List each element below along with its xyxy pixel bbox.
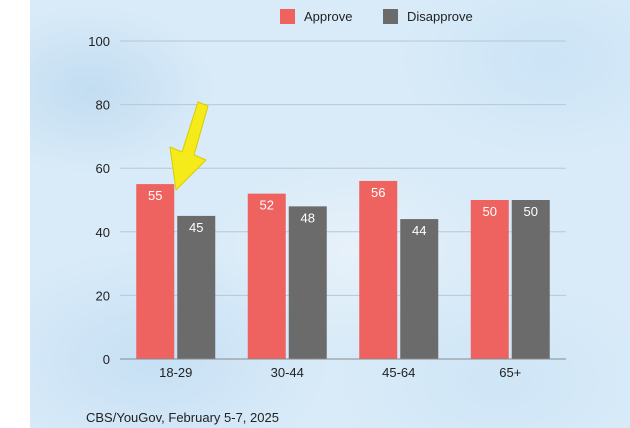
y-tick-label: 60 [96, 161, 110, 176]
bar-value-label: 52 [260, 198, 274, 213]
y-tick-label: 100 [88, 34, 110, 49]
y-axis: 0 20 40 60 80 100 [88, 34, 110, 367]
legend-label-approve: Approve [304, 9, 352, 24]
annotation [169, 101, 209, 191]
bar-disapprove-65+ [511, 200, 550, 359]
legend-label-disapprove: Disapprove [407, 9, 473, 24]
bar-disapprove-30-44 [288, 206, 327, 359]
bar-disapprove-45-64 [400, 219, 439, 359]
x-tick-label: 65+ [499, 365, 521, 380]
bar-value-label: 50 [524, 204, 538, 219]
legend-swatch-disapprove [383, 9, 398, 24]
source-note: CBS/YouGov, February 5-7, 2025 [86, 410, 279, 425]
bars: 55 45 52 48 56 44 50 50 [136, 180, 550, 359]
bar-approve-45-64 [359, 180, 398, 359]
yellow-arrow-icon [169, 101, 209, 191]
x-axis: 18-29 30-44 45-64 65+ [120, 358, 566, 380]
x-tick-label: 30-44 [271, 365, 304, 380]
bar-approve-65+ [470, 200, 509, 359]
legend: Approve Disapprove [280, 9, 473, 24]
bar-approve-30-44 [247, 193, 286, 359]
x-tick-label: 18-29 [159, 365, 192, 380]
y-tick-label: 80 [96, 98, 110, 113]
bar-disapprove-18-29 [177, 215, 216, 359]
bar-value-label: 44 [412, 223, 426, 238]
bar-value-label: 55 [148, 188, 162, 203]
y-tick-label: 0 [103, 352, 110, 367]
bar-value-label: 56 [371, 185, 385, 200]
legend-swatch-approve [280, 9, 295, 24]
bar-value-label: 45 [189, 220, 203, 235]
y-tick-label: 20 [96, 288, 110, 303]
y-tick-label: 40 [96, 225, 110, 240]
bar-value-label: 48 [301, 210, 315, 225]
x-tick-label: 45-64 [382, 365, 415, 380]
bar-value-label: 50 [483, 204, 497, 219]
bar-approve-18-29 [136, 184, 175, 359]
